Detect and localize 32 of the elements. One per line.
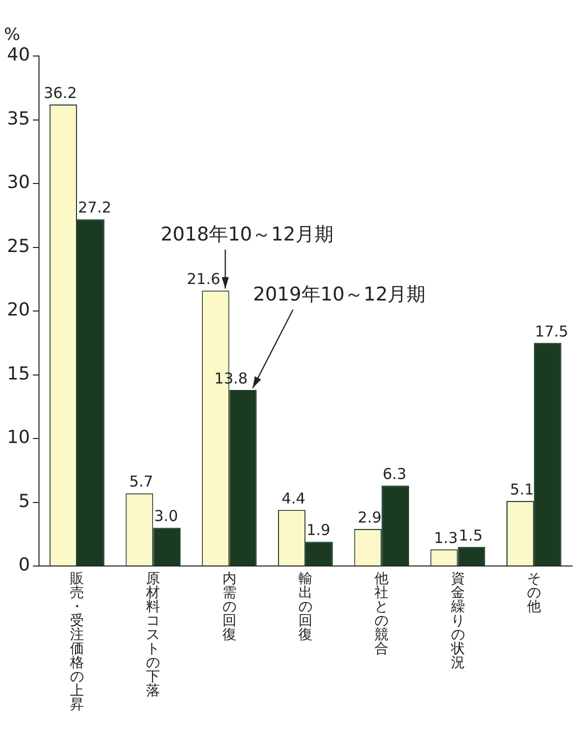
x-tick-label: 輸出の回復 (298, 571, 313, 643)
y-tick-label: 25 (7, 236, 30, 257)
data-label: 17.5 (534, 322, 568, 340)
y-tick-label: 35 (7, 108, 30, 130)
data-label: 4.4 (282, 489, 306, 508)
data-label: 1.3 (434, 528, 458, 547)
y-axis-title: % (4, 24, 20, 45)
y-tick-label: 10 (7, 427, 30, 448)
category-label: 原材料コストの下落 (146, 571, 160, 699)
x-tick-label: 資金繰りの状況 (450, 571, 466, 671)
category-label: 販売・受注価格の上昇 (70, 571, 84, 713)
x-tick-label: その他 (526, 571, 542, 615)
y-tick-label: 20 (7, 300, 30, 321)
data-label: 5.7 (129, 472, 154, 491)
text: 2019年10～12月期 (253, 284, 426, 306)
data-label: 6.3 (382, 465, 406, 484)
x-tick-label: 他社との競合 (374, 571, 390, 657)
x-tick-label: 内需の回復 (222, 571, 237, 643)
y-tick-label: 5 (18, 490, 30, 512)
data-label: 5.1 (510, 480, 534, 498)
y-tick-label: 40 (7, 44, 30, 66)
y-tick-label: 15 (7, 363, 30, 384)
y-tick-label: 30 (7, 172, 30, 194)
data-label: 21.6 (186, 270, 220, 288)
data-label: 27.2 (78, 198, 112, 217)
data-label: 3.0 (154, 507, 178, 526)
data-label: 1.5 (458, 526, 483, 544)
data-label: 2.9 (358, 508, 382, 526)
data-label: 36.2 (44, 84, 77, 102)
y-tick-label: 0 (18, 554, 30, 576)
data-label: 1.9 (306, 521, 330, 540)
text: 2018年10～12月期 (160, 224, 334, 246)
